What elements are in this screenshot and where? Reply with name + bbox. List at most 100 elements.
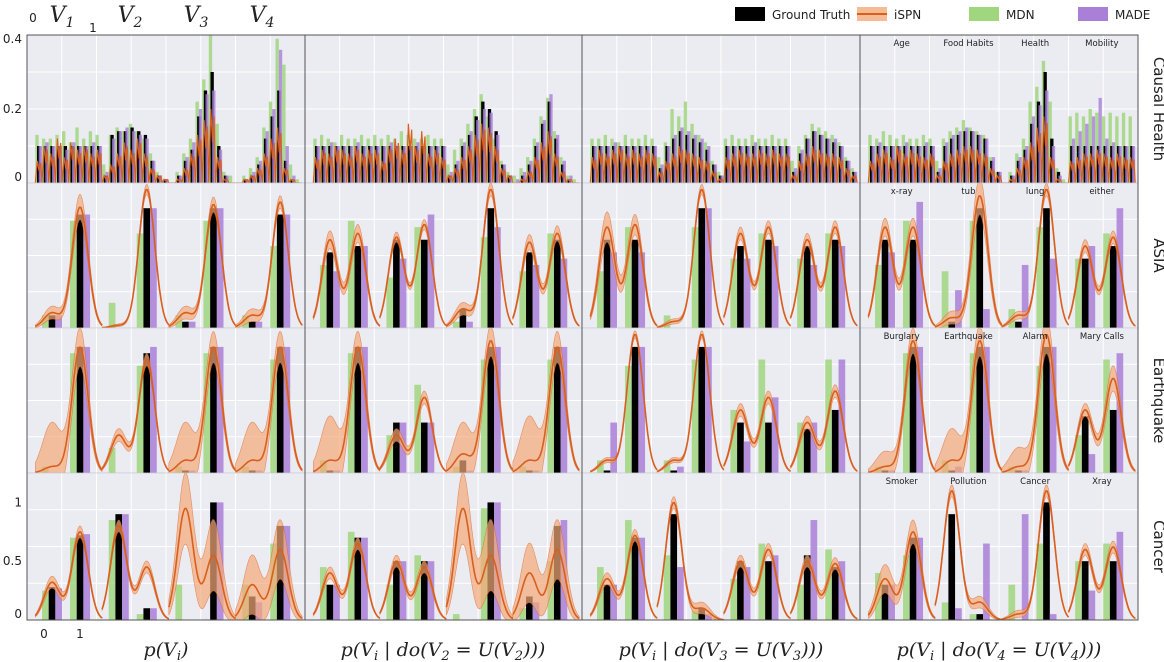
- mdn-bar: [969, 614, 977, 620]
- mdn-bar: [108, 520, 116, 620]
- gt-bar: [326, 584, 334, 620]
- made-bar: [436, 146, 440, 183]
- made-bar: [560, 258, 568, 328]
- column-label: p(Vi | do(V3 = U(V3))): [619, 639, 824, 662]
- made-bar: [705, 208, 712, 328]
- gt-bar: [737, 246, 744, 328]
- made-bar: [633, 146, 638, 183]
- variable-label: V1: [50, 3, 75, 31]
- mdn-bar: [790, 160, 794, 183]
- variable-name: Smoker: [886, 477, 919, 487]
- gt-bar: [765, 239, 772, 328]
- mdn-bar: [1008, 584, 1016, 620]
- mdn-bar: [797, 422, 804, 473]
- ispn-line: [234, 548, 303, 620]
- ispn-band: [101, 519, 170, 620]
- gt-bar: [421, 239, 428, 328]
- panel-3-2: [581, 472, 861, 621]
- gt-bar: [948, 514, 956, 620]
- gt-bar: [631, 239, 639, 328]
- variable-name: Food Habits: [943, 39, 994, 49]
- gt-bar: [831, 409, 839, 473]
- ispn-line: [789, 560, 858, 620]
- made-bar: [743, 258, 751, 328]
- panel-0-2: [581, 34, 861, 185]
- mdn-bar: [1061, 179, 1066, 183]
- legend-item-made: MADE: [1078, 7, 1150, 22]
- made-bar: [983, 309, 990, 328]
- gt-bar: [487, 208, 495, 328]
- made-bar: [509, 175, 513, 183]
- mdn-bar: [1036, 543, 1044, 620]
- panel-grid: Age Food Habits Health Mobility x-ray tub lung…: [26, 34, 1139, 621]
- made-bar: [898, 146, 902, 183]
- panel-2-2: [581, 327, 861, 474]
- ispn-line: [789, 226, 858, 327]
- made-bar: [427, 214, 435, 328]
- made-bar: [502, 164, 507, 183]
- panel-2-1: [304, 327, 583, 474]
- variable-name: Cancer: [1020, 477, 1050, 487]
- made-bar: [983, 346, 990, 473]
- made-bar: [65, 149, 69, 183]
- gt-bar: [143, 608, 151, 620]
- gt-bar: [909, 346, 917, 473]
- mdn-bar: [386, 277, 394, 328]
- legend-swatch: [1078, 7, 1108, 21]
- gt-bar: [354, 346, 362, 473]
- mdn-bar: [730, 578, 738, 620]
- made-bar: [905, 142, 909, 183]
- made-bar: [810, 520, 818, 620]
- made-bar: [466, 321, 473, 328]
- gt-bar: [393, 239, 400, 328]
- variable-name: lung: [1026, 187, 1045, 197]
- made-bar: [638, 346, 646, 473]
- ispn-band: [590, 330, 658, 473]
- gt-bar: [57, 146, 61, 183]
- panel-3-0: [26, 472, 306, 621]
- made-bar: [810, 422, 818, 473]
- made-bar: [888, 584, 896, 620]
- gt-bar: [421, 422, 428, 473]
- mdn-bar: [663, 555, 671, 620]
- gt-bar: [393, 422, 400, 473]
- ispn-line: [512, 548, 580, 620]
- made-bar: [376, 146, 380, 183]
- made-bar: [1088, 590, 1096, 620]
- gt-bar: [354, 537, 362, 620]
- made-bar: [638, 252, 646, 328]
- gt-bar: [553, 346, 561, 473]
- gt-bar: [976, 346, 984, 473]
- made-bar: [610, 422, 618, 473]
- made-bar: [1021, 264, 1029, 328]
- mdn-bar: [288, 164, 293, 183]
- ispn-line: [102, 189, 170, 329]
- made-bar: [885, 146, 889, 183]
- made-bar: [620, 146, 624, 183]
- made-bar: [188, 321, 196, 328]
- gt-bar: [698, 346, 706, 473]
- gt-bar: [48, 587, 56, 620]
- variable-label: V4: [250, 3, 275, 31]
- mdn-bar: [1075, 561, 1082, 620]
- mdn-bar: [903, 555, 910, 620]
- ispn-line: [934, 340, 1003, 473]
- column-label: p(Vi | do(V4 = U(V4))): [897, 639, 1102, 662]
- made-bar: [983, 543, 990, 620]
- mdn-bar: [825, 233, 832, 328]
- made-bar: [522, 171, 527, 183]
- made-bar: [343, 146, 347, 183]
- made-bar: [83, 214, 91, 328]
- made-bar: [1098, 97, 1102, 183]
- made-bar: [705, 614, 712, 620]
- ispn-line: [723, 226, 792, 327]
- gt-bar: [487, 346, 495, 473]
- mdn-bar: [414, 384, 422, 473]
- variable-name: Mobility: [1085, 39, 1118, 49]
- mdn-bar: [446, 164, 450, 183]
- gt-bar: [631, 537, 639, 620]
- panel-3-1: [304, 472, 583, 621]
- panel-2-3: Burglary Earthquake Alarm Mary Calls: [859, 327, 1139, 474]
- made-bar: [945, 142, 949, 183]
- gt-bar: [276, 214, 284, 328]
